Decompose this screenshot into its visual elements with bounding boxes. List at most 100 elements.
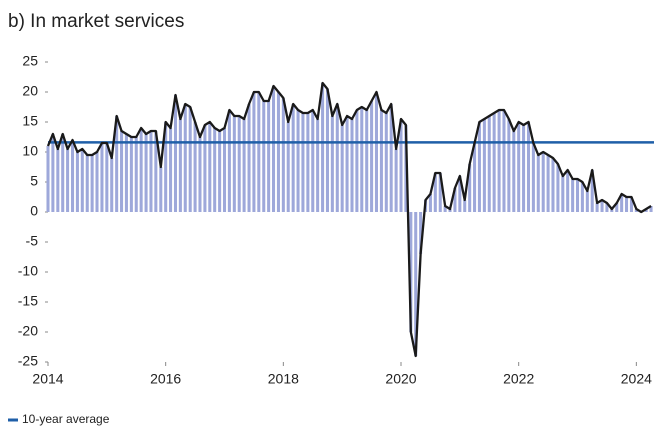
bar — [610, 209, 614, 212]
bar — [580, 182, 584, 212]
y-tick-label: 5 — [30, 173, 38, 189]
bar — [473, 143, 477, 212]
bar — [120, 131, 124, 212]
bar — [257, 92, 261, 212]
bar — [110, 158, 114, 212]
bar — [227, 110, 231, 212]
bar — [134, 137, 138, 212]
bar — [291, 104, 295, 212]
x-tick-label: 2022 — [503, 371, 534, 387]
bar — [458, 176, 462, 212]
bar — [389, 104, 393, 212]
bar — [325, 89, 329, 212]
bar — [571, 179, 575, 212]
bar — [124, 134, 128, 212]
bar — [644, 209, 648, 212]
bar — [512, 131, 516, 212]
bar — [492, 113, 496, 212]
bar — [335, 104, 339, 212]
y-tick-label: -20 — [18, 323, 38, 339]
bar — [232, 116, 236, 212]
bar — [345, 116, 349, 212]
bar — [350, 119, 354, 212]
bar — [90, 155, 94, 212]
bar — [213, 128, 217, 212]
y-tick-label: 0 — [30, 203, 38, 219]
bar — [453, 188, 457, 212]
bar — [575, 179, 580, 212]
bar — [242, 119, 246, 212]
bar — [105, 143, 109, 212]
bar — [605, 203, 609, 212]
bar — [522, 125, 526, 212]
bar — [482, 119, 486, 212]
bar — [276, 92, 280, 212]
bar — [208, 122, 212, 212]
bar — [443, 206, 447, 212]
bar — [51, 134, 55, 212]
x-tick-label: 2020 — [385, 371, 416, 387]
bar — [159, 167, 163, 212]
bar — [419, 212, 423, 254]
bar — [321, 83, 325, 212]
bar — [237, 116, 241, 212]
bar — [311, 110, 315, 212]
bar — [330, 116, 334, 212]
bar — [193, 122, 197, 212]
y-tick-label: 20 — [22, 83, 38, 99]
bar — [286, 122, 290, 212]
y-tick-label: 10 — [22, 143, 38, 159]
bar — [399, 119, 403, 212]
bar — [625, 197, 629, 212]
bar — [468, 164, 472, 212]
bar — [629, 197, 633, 212]
bar — [262, 101, 266, 212]
bar — [61, 134, 65, 212]
bar — [46, 146, 50, 212]
bar — [433, 173, 437, 212]
bar — [531, 143, 535, 212]
bar — [85, 155, 89, 212]
line — [46, 81, 652, 358]
bar — [296, 110, 300, 212]
bar — [154, 131, 158, 212]
bar — [149, 131, 153, 212]
bar — [374, 92, 378, 212]
bar — [252, 92, 256, 212]
bar — [536, 155, 540, 212]
bar — [139, 128, 143, 212]
bar — [218, 131, 222, 212]
bar — [507, 119, 511, 212]
y-tick-label: -10 — [18, 263, 38, 279]
bar — [566, 170, 570, 212]
bar — [649, 206, 653, 212]
bar — [247, 104, 251, 212]
x-tick-label: 2018 — [268, 371, 299, 387]
bar — [497, 110, 501, 212]
bar — [56, 149, 60, 212]
bar — [301, 113, 305, 212]
y-tick-label: 15 — [22, 113, 38, 129]
bar — [75, 152, 79, 212]
y-tick-label: -15 — [18, 293, 38, 309]
bar — [80, 149, 84, 212]
chart-title: b) In market services — [8, 11, 184, 32]
bar — [551, 158, 555, 212]
bar — [100, 143, 104, 212]
bar — [281, 98, 285, 212]
bar — [271, 86, 276, 212]
bar — [306, 113, 310, 212]
bar — [164, 122, 168, 212]
bar — [222, 128, 227, 212]
bar — [394, 149, 398, 212]
bar — [561, 176, 565, 212]
bar — [590, 170, 594, 212]
x-tick-label: 2014 — [32, 371, 63, 387]
bar — [115, 116, 119, 212]
bar — [360, 107, 364, 212]
bar — [379, 110, 383, 212]
bar — [463, 200, 467, 212]
bar — [428, 194, 432, 212]
bar — [198, 137, 202, 212]
